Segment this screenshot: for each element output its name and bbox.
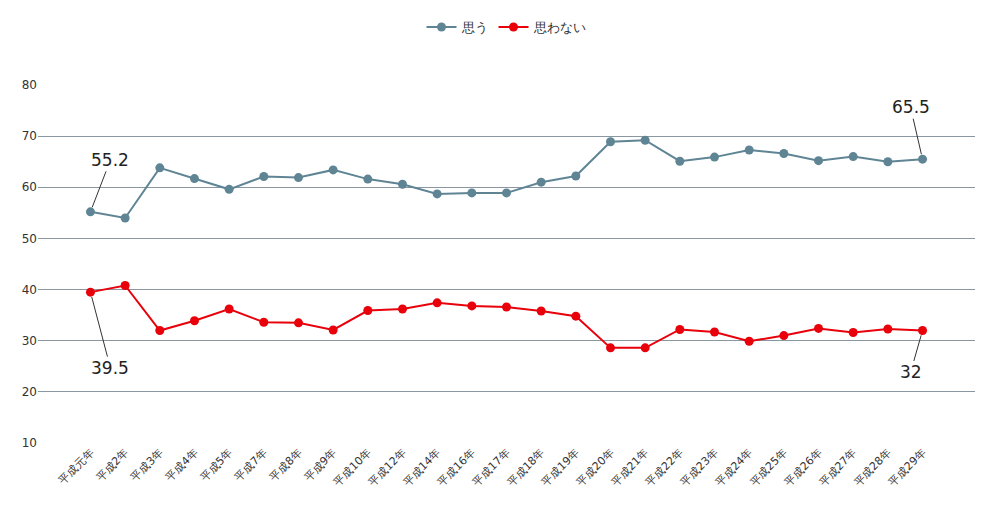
- svg-text:平成10年: 平成10年: [331, 446, 373, 488]
- svg-text:平成27年: 平成27年: [817, 446, 859, 488]
- svg-text:39.5: 39.5: [91, 358, 129, 378]
- svg-text:平成18年: 平成18年: [505, 446, 547, 488]
- svg-text:20: 20: [22, 385, 37, 399]
- svg-text:10: 10: [22, 436, 37, 450]
- svg-text:30: 30: [22, 334, 37, 348]
- svg-text:65.5: 65.5: [892, 97, 930, 117]
- svg-text:80: 80: [22, 78, 37, 92]
- svg-text:平成26年: 平成26年: [782, 446, 824, 488]
- svg-text:平成3年: 平成3年: [128, 446, 165, 483]
- svg-text:平成12年: 平成12年: [366, 446, 408, 488]
- svg-text:40: 40: [22, 283, 37, 297]
- svg-text:平成16年: 平成16年: [435, 446, 477, 488]
- svg-text:50: 50: [22, 232, 37, 246]
- svg-text:平成元年: 平成元年: [56, 446, 96, 486]
- svg-text:平成19年: 平成19年: [539, 446, 581, 488]
- svg-text:60: 60: [22, 180, 37, 194]
- svg-text:55.2: 55.2: [91, 150, 129, 170]
- svg-text:平成28年: 平成28年: [851, 446, 893, 488]
- svg-text:平成5年: 平成5年: [198, 446, 235, 483]
- svg-text:平成22年: 平成22年: [643, 446, 685, 488]
- svg-text:平成17年: 平成17年: [470, 446, 512, 488]
- svg-text:70: 70: [22, 129, 37, 143]
- svg-text:平成4年: 平成4年: [163, 446, 200, 483]
- svg-text:平成23年: 平成23年: [678, 446, 720, 488]
- svg-text:平成21年: 平成21年: [609, 446, 651, 488]
- svg-text:平成24年: 平成24年: [713, 446, 755, 488]
- svg-text:平成29年: 平成29年: [886, 446, 928, 488]
- svg-text:思わない: 思わない: [533, 20, 586, 35]
- svg-text:平成25年: 平成25年: [747, 446, 789, 488]
- svg-text:32: 32: [900, 362, 922, 382]
- svg-text:平成9年: 平成9年: [302, 446, 339, 483]
- svg-text:平成2年: 平成2年: [94, 446, 131, 483]
- svg-text:平成8年: 平成8年: [267, 446, 304, 483]
- svg-text:思う: 思う: [461, 20, 488, 35]
- svg-text:平成7年: 平成7年: [232, 446, 269, 483]
- svg-text:平成20年: 平成20年: [574, 446, 616, 488]
- svg-text:平成14年: 平成14年: [401, 446, 443, 488]
